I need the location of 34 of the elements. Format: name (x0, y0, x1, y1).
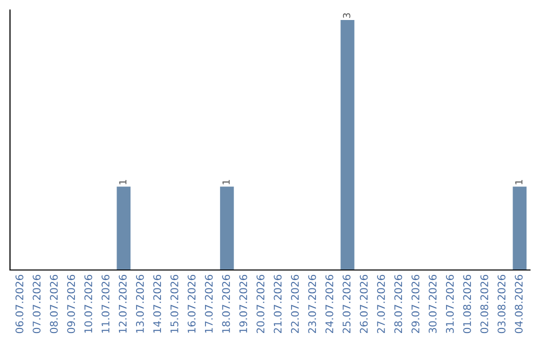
x-tick-label: 17.07.2026 (204, 274, 213, 333)
x-tick-label: 23.07.2026 (308, 274, 316, 334)
data-label: 3 (342, 13, 350, 18)
x-tick-label: 20.07.2026 (256, 274, 264, 334)
x-tick-label: 07.07.2026 (32, 274, 41, 334)
x-tick-label: 10.07.2026 (84, 274, 92, 333)
x-tick-label: 30.07.2026 (428, 274, 437, 334)
data-label: 1 (119, 180, 126, 184)
x-tick-label: 04.08.2026 (514, 274, 523, 334)
x-tick-label: 21.07.2026 (274, 274, 282, 334)
x-tick-label: 03.08.2026 (498, 274, 506, 334)
x-tick-label: 06.07.2026 (15, 274, 24, 334)
x-tick-label: 15.07.2026 (170, 274, 178, 333)
x-tick-label: 14.07.2026 (153, 274, 162, 333)
x-tick-label: 12.07.2026 (118, 274, 127, 333)
x-tick-label: 16.07.2026 (188, 274, 196, 333)
x-tick-label: 27.07.2026 (377, 274, 385, 334)
x-tick-label: 28.07.2026 (394, 274, 402, 334)
x-tick-label: 02.08.2026 (480, 274, 488, 334)
data-label: 1 (222, 180, 230, 184)
x-tick-label: 22.07.2026 (290, 274, 299, 334)
x-tick-label: 31.07.2026 (446, 274, 454, 334)
x-tick-label: 19.07.2026 (239, 274, 248, 333)
x-tick-label: 29.07.2026 (412, 274, 420, 334)
x-tick-label: 25.07.2026 (342, 274, 351, 334)
x-tick-label: 01.08.2026 (463, 274, 472, 334)
x-tick-label: 11.07.2026 (102, 274, 110, 333)
data-label: 1 (515, 180, 522, 184)
x-tick-label: 13.07.2026 (136, 274, 144, 333)
x-tick-label: 26.07.2026 (360, 274, 368, 334)
x-tick-label: 24.07.2026 (325, 274, 334, 334)
x-tick-label: 08.07.2026 (50, 274, 58, 334)
x-tick-label: 09.07.2026 (67, 274, 76, 334)
x-tick-label: 18.07.2026 (222, 274, 230, 333)
